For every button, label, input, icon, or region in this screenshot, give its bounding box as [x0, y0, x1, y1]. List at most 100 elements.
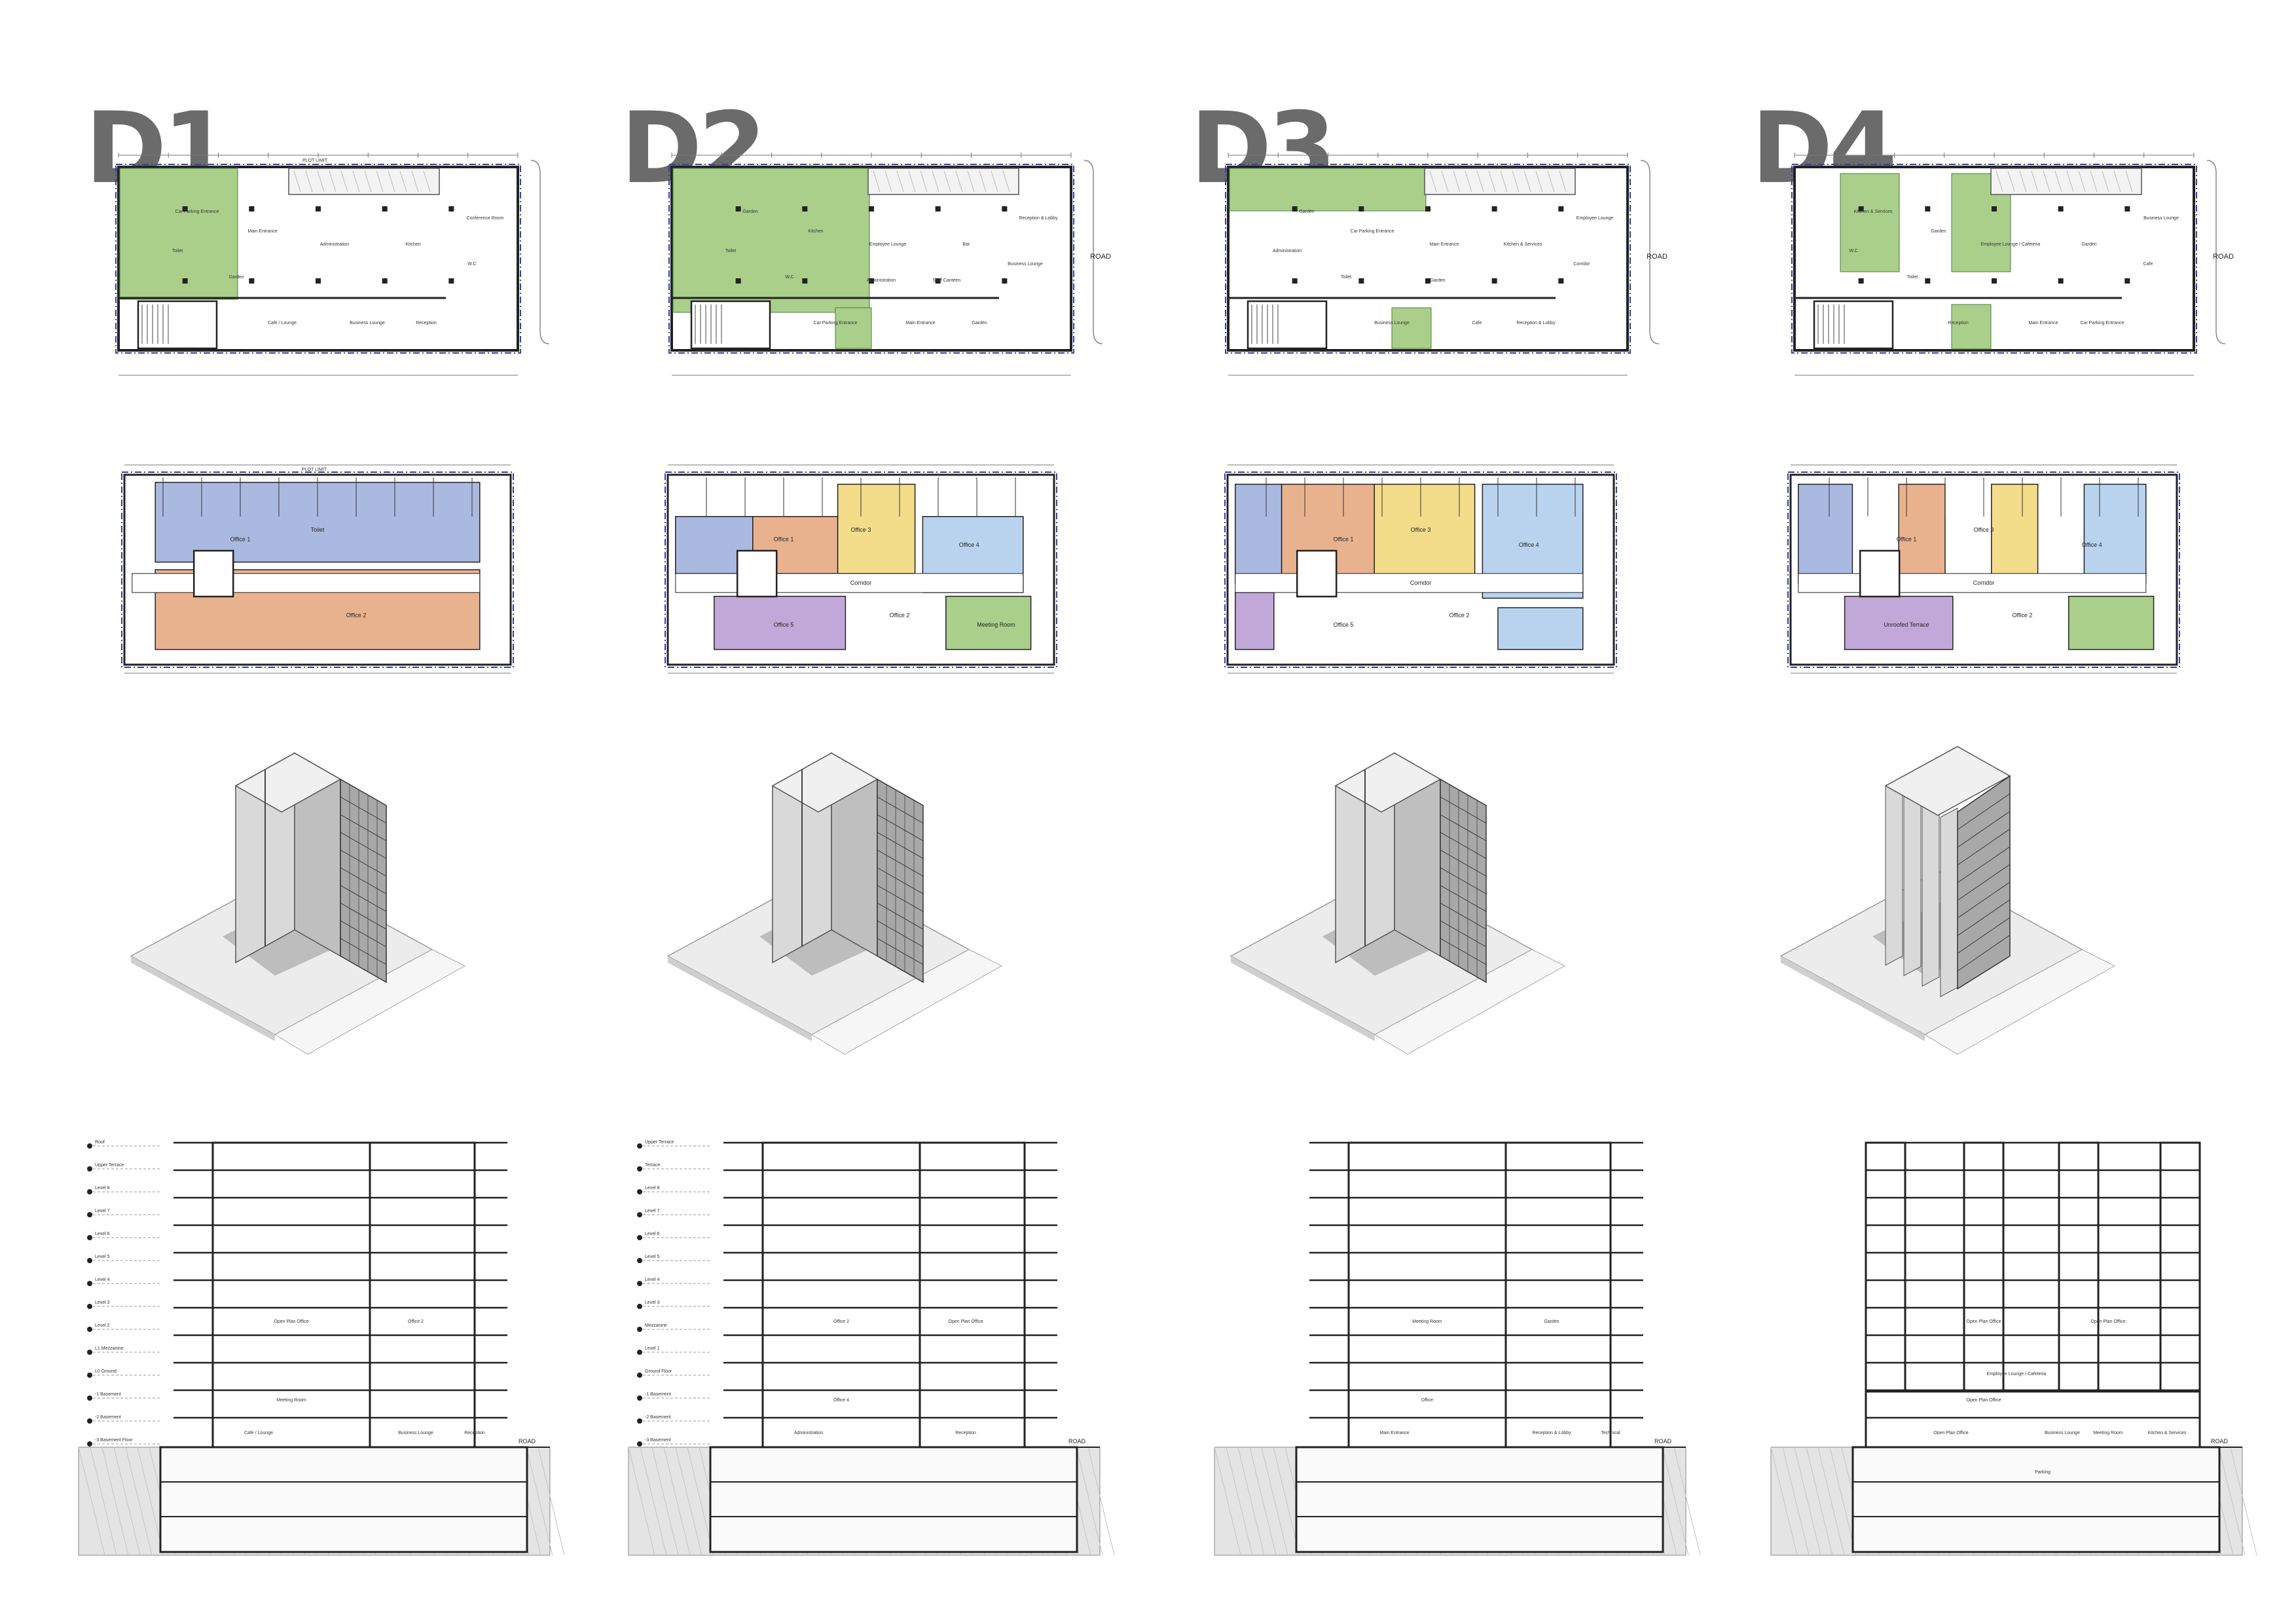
ground-plan-d3: Garden Car Parking Entrance Main Entrance K… [1225, 153, 1667, 376]
column [1292, 206, 1298, 212]
room-label-10: W.C [785, 275, 793, 280]
facade-floor-line [1957, 793, 2011, 830]
typical-plan-d4: Office 1 Office 2 Office 3 Office 4 Unroofed… [1787, 464, 2180, 674]
parking-ramp [867, 168, 1019, 195]
facade-floor-line [1440, 885, 1487, 912]
column [249, 206, 255, 212]
level-marker [637, 1166, 642, 1172]
level-marker [87, 1327, 92, 1332]
level-marker [87, 1281, 92, 1286]
ramp-hatch [2125, 170, 2133, 193]
room-label-3: Office 4 [959, 542, 979, 548]
room-label-6: Cafe / Lounge [268, 321, 297, 325]
level-label: Mezzanine [645, 1323, 667, 1328]
facade-floor-line [340, 814, 387, 841]
room-label-3: Office 4 [1519, 542, 1539, 548]
office-zone-1 [1898, 483, 1946, 584]
ramp-hatch [399, 170, 407, 193]
level-label: Level 8 [645, 1186, 660, 1190]
level-marker [637, 1143, 642, 1149]
section-d2: Upper Terrace Terrace Level 8 Level 7 Level … [628, 1140, 1115, 1556]
column [1002, 278, 1008, 284]
earth-hatch [2230, 1447, 2257, 1556]
office-zone-5 [945, 595, 1032, 650]
level-label: Level 8 [95, 1186, 110, 1190]
earth-hatch [78, 1447, 105, 1556]
earth-hatch [640, 1447, 667, 1556]
room-label-0: Garden [742, 210, 757, 214]
office-zone-5 [1497, 607, 1584, 650]
level-marker [87, 1235, 92, 1240]
basement [709, 1446, 1078, 1553]
garden-area [672, 168, 870, 313]
room-label-8: Garden [972, 321, 987, 325]
room-label-1: Office 2 [346, 612, 367, 619]
level-marker [87, 1166, 92, 1172]
earth-hatch [1673, 1447, 1701, 1556]
level-marker [637, 1327, 642, 1332]
building-outline [666, 473, 1055, 666]
room-label-6: Business Lounge [1374, 321, 1410, 325]
column [448, 206, 454, 212]
column [802, 206, 808, 212]
ramp-hatch [376, 170, 384, 193]
earth-hatch [1817, 1447, 1845, 1556]
office-zone-4 [1235, 592, 1275, 650]
level-marker [87, 1441, 92, 1447]
service-core [736, 549, 778, 598]
plane-edge [1231, 956, 1375, 1041]
room-label-0: Office 1 [1897, 536, 1917, 543]
ramp-hatch [1441, 170, 1449, 193]
column [2124, 278, 2130, 284]
section-room-3: Main Entrance [1379, 1431, 1409, 1435]
room-label-1: Main Entrance [247, 229, 277, 234]
level-label: Level 5 [95, 1255, 110, 1259]
service-core [137, 300, 218, 350]
ramp-hatch [2066, 170, 2074, 193]
column [735, 206, 741, 212]
room-label-10: Toilet [1907, 275, 1918, 280]
level-label: Level 3 [95, 1301, 110, 1305]
section-room-2: Office [1421, 1398, 1433, 1403]
section-room-1: Garden [1544, 1320, 1559, 1324]
facade-floor-line [877, 814, 924, 841]
level-marker [637, 1373, 642, 1378]
column [1858, 206, 1864, 212]
ramp-hatch [329, 170, 337, 193]
section-room-3: Administration [794, 1431, 823, 1435]
plot-limit-label: PLOT LIMIT [302, 158, 328, 163]
facade-floor-line [877, 885, 924, 912]
office-zone-0 [1798, 483, 1853, 584]
tower-section [1504, 1141, 1612, 1449]
room-label-8: Reception & Lobby [1516, 321, 1556, 325]
earth-hatch [113, 1447, 141, 1556]
level-marker [637, 1395, 642, 1401]
room-label-1: Office 2 [2013, 612, 2033, 619]
earth-hatch [1261, 1447, 1288, 1556]
level-marker [87, 1395, 92, 1401]
level-label: Ground Floor [645, 1369, 672, 1374]
facade-floor-line [877, 796, 924, 824]
earth-hatch [1273, 1447, 1300, 1556]
column [735, 278, 741, 284]
ramp-hatch [896, 170, 904, 193]
earth-hatch [1662, 1447, 1689, 1556]
column [2058, 206, 2064, 212]
curb-line [1084, 160, 1103, 344]
room-label-5: Corridor [1973, 580, 1995, 586]
room-label-4: Office 5 [774, 621, 794, 628]
office-zone-0 [1235, 483, 1283, 584]
column [1858, 278, 1864, 284]
garden-area [1229, 168, 1427, 212]
ramp-hatch [979, 170, 987, 193]
ramp-hatch [388, 170, 395, 193]
service-core [1859, 549, 1901, 598]
ramp-hatch [1995, 170, 2003, 193]
room-label-5: Conference Room [467, 216, 504, 221]
section-room-5: Technical [1601, 1431, 1620, 1435]
earth-hatch [675, 1447, 702, 1556]
earth-hatch [125, 1447, 153, 1556]
plot-limit-line [1225, 164, 1631, 354]
facade-floor-line [1440, 938, 1487, 965]
facade-floor-line [1440, 849, 1487, 877]
